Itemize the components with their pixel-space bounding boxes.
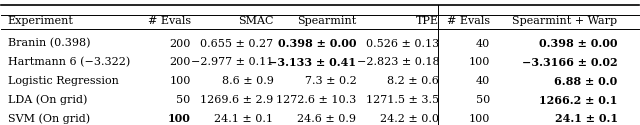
Text: 0.398 ± 0.00: 0.398 ± 0.00 <box>278 38 356 49</box>
Text: 24.6 ± 0.9: 24.6 ± 0.9 <box>298 114 356 124</box>
Text: Branin (0.398): Branin (0.398) <box>8 38 90 49</box>
Text: 200: 200 <box>169 57 191 67</box>
Text: 7.3 ± 0.2: 7.3 ± 0.2 <box>305 76 356 86</box>
Text: 40: 40 <box>476 76 490 86</box>
Text: # Evals: # Evals <box>147 16 191 26</box>
Text: 50: 50 <box>177 95 191 105</box>
Text: 0.526 ± 0.13: 0.526 ± 0.13 <box>366 38 439 48</box>
Text: Experiment: Experiment <box>8 16 74 26</box>
Text: 1269.6 ± 2.9: 1269.6 ± 2.9 <box>200 95 273 105</box>
Text: Spearmint + Warp: Spearmint + Warp <box>513 16 618 26</box>
Text: −2.823 ± 0.18: −2.823 ± 0.18 <box>356 57 439 67</box>
Text: −2.977 ± 0.11: −2.977 ± 0.11 <box>191 57 273 67</box>
Text: 1272.6 ± 10.3: 1272.6 ± 10.3 <box>276 95 356 105</box>
Text: SMAC: SMAC <box>238 16 273 26</box>
Text: 1271.5 ± 3.5: 1271.5 ± 3.5 <box>366 95 439 105</box>
Text: 6.88 ± 0.0: 6.88 ± 0.0 <box>554 76 618 87</box>
Text: 50: 50 <box>476 95 490 105</box>
Text: 200: 200 <box>169 38 191 48</box>
Text: LDA (On grid): LDA (On grid) <box>8 95 87 105</box>
Text: 100: 100 <box>169 76 191 86</box>
Text: 100: 100 <box>468 57 490 67</box>
Text: −3.133 ± 0.41: −3.133 ± 0.41 <box>268 57 356 68</box>
Text: Logistic Regression: Logistic Regression <box>8 76 118 86</box>
Text: Spearmint: Spearmint <box>297 16 356 26</box>
Text: 8.6 ± 0.9: 8.6 ± 0.9 <box>221 76 273 86</box>
Text: −3.3166 ± 0.02: −3.3166 ± 0.02 <box>522 57 618 68</box>
Text: 0.655 ± 0.27: 0.655 ± 0.27 <box>200 38 273 48</box>
Text: 24.2 ± 0.0: 24.2 ± 0.0 <box>380 114 439 124</box>
Text: 0.398 ± 0.00: 0.398 ± 0.00 <box>539 38 618 49</box>
Text: 100: 100 <box>468 114 490 124</box>
Text: 24.1 ± 0.1: 24.1 ± 0.1 <box>214 114 273 124</box>
Text: 100: 100 <box>168 114 191 124</box>
Text: 24.1 ± 0.1: 24.1 ± 0.1 <box>555 114 618 124</box>
Text: TPE: TPE <box>416 16 439 26</box>
Text: 1266.2 ± 0.1: 1266.2 ± 0.1 <box>540 95 618 106</box>
Text: Hartmann 6 (−3.322): Hartmann 6 (−3.322) <box>8 57 130 68</box>
Text: # Evals: # Evals <box>447 16 490 26</box>
Text: 8.2 ± 0.6: 8.2 ± 0.6 <box>387 76 439 86</box>
Text: 40: 40 <box>476 38 490 48</box>
Text: SVM (On grid): SVM (On grid) <box>8 114 90 124</box>
